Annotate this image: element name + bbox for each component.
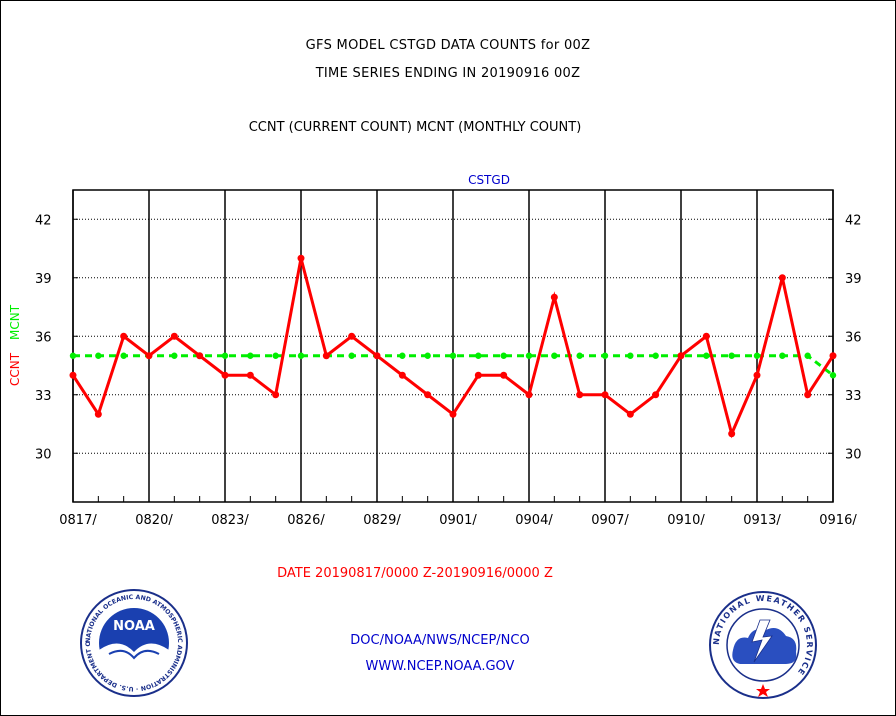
mcnt-point: [221, 352, 229, 359]
mcnt-point: [171, 352, 178, 359]
y-tick-label-left: 42: [35, 213, 52, 228]
mcnt-point: [500, 352, 507, 359]
mcnt-point: [475, 352, 482, 359]
ccnt-point: [626, 410, 634, 418]
ccnt-point: [246, 371, 254, 379]
mcnt-point: [525, 352, 533, 359]
ccnt-point: [69, 371, 77, 379]
mcnt-point: [424, 352, 431, 359]
ccnt-point: [753, 371, 761, 379]
ccnt-point: [449, 410, 457, 418]
x-tick-label: 0901/: [439, 513, 477, 528]
ccnt-point: [728, 430, 736, 438]
x-tick-label: 0817/: [59, 513, 97, 528]
mcnt-point: [348, 352, 355, 359]
mcnt-point: [399, 352, 406, 359]
x-tick-label: 0910/: [667, 513, 705, 528]
ccnt-point: [474, 371, 482, 379]
ccnt-point: [94, 410, 102, 418]
noaa-logo-text: NOAA: [113, 619, 155, 634]
mcnt-point: [297, 352, 305, 359]
mcnt-point: [728, 352, 735, 359]
ccnt-point: [500, 371, 508, 379]
mcnt-point: [627, 352, 634, 359]
y-tick-label-right: 39: [845, 272, 862, 287]
header-line-2: TIME SERIES ENDING IN 20190916 00Z: [315, 66, 581, 81]
ccnt-point: [272, 391, 280, 399]
ccnt-point: [145, 352, 153, 360]
mcnt-point: [703, 352, 710, 359]
x-tick-label: 0913/: [743, 513, 781, 528]
y-axis-label-ccnt: CCNT: [8, 352, 22, 386]
mcnt-point: [753, 352, 761, 359]
x-tick-label: 0829/: [363, 513, 401, 528]
ccnt-point: [322, 352, 330, 360]
x-tick-label: 0907/: [591, 513, 629, 528]
y-tick-label-right: 30: [845, 447, 862, 462]
ccnt-point: [804, 391, 812, 399]
mcnt-point: [829, 372, 837, 379]
x-tick-label: 0904/: [515, 513, 553, 528]
ccnt-point: [829, 352, 837, 360]
mcnt-point: [120, 352, 127, 359]
mcnt-point: [804, 352, 811, 359]
mcnt-point: [779, 352, 786, 359]
ccnt-point: [221, 371, 229, 379]
mcnt-point: [95, 352, 102, 359]
footer-url: WWW.NCEP.NOAA.GOV: [365, 659, 515, 674]
ccnt-point: [424, 391, 432, 399]
x-tick-label: 0820/: [135, 513, 173, 528]
ccnt-point: [297, 254, 305, 262]
y-tick-label-left: 36: [35, 330, 52, 345]
y-tick-label-left: 30: [35, 447, 52, 462]
ccnt-point: [373, 352, 381, 360]
ccnt-point: [778, 274, 786, 282]
ccnt-point: [348, 332, 356, 340]
y-tick-label-left: 33: [35, 389, 52, 404]
ccnt-point: [702, 332, 710, 340]
mcnt-point: [551, 352, 558, 359]
ccnt-point: [525, 391, 533, 399]
x-tick-label: 0916/: [819, 513, 857, 528]
x-tick-label: 0826/: [287, 513, 325, 528]
ccnt-point: [170, 332, 178, 340]
ccnt-point: [398, 371, 406, 379]
ccnt-point: [576, 391, 584, 399]
ccnt-point: [120, 332, 128, 340]
ccnt-point: [196, 352, 204, 360]
y-tick-label-right: 42: [845, 213, 862, 228]
mcnt-point: [272, 352, 279, 359]
date-range: DATE 20190817/0000 Z-20190916/0000 Z: [277, 566, 553, 581]
ccnt-point: [677, 352, 685, 360]
mcnt-point: [247, 352, 254, 359]
ccnt-point: [550, 293, 558, 301]
mcnt-point: [69, 352, 77, 359]
x-tick-label: 0823/: [211, 513, 249, 528]
header-line-1: GFS MODEL CSTGD DATA COUNTS for 00Z: [305, 38, 591, 53]
y-tick-label-right: 33: [845, 389, 862, 404]
footer-org: DOC/NOAA/NWS/NCEP/NCO: [350, 633, 530, 648]
mcnt-point: [449, 352, 457, 359]
y-tick-label-right: 36: [845, 330, 862, 345]
mcnt-point: [576, 352, 583, 359]
ccnt-point: [652, 391, 660, 399]
y-tick-label-left: 39: [35, 272, 52, 287]
mcnt-point: [652, 352, 659, 359]
y-axis-label-mcnt: MCNT: [8, 304, 22, 340]
chart-title: CSTGD: [468, 173, 510, 187]
nws-logo-icon: NATIONAL WEATHER SERVICE: [709, 591, 817, 699]
header-line-3: CCNT (CURRENT COUNT) MCNT (MONTHLY COUNT…: [248, 120, 582, 135]
mcnt-point: [601, 352, 609, 359]
ccnt-point: [601, 391, 609, 399]
noaa-logo-icon: NATIONAL OCEANIC AND ATMOSPHERIC ADMINIS…: [79, 588, 188, 697]
